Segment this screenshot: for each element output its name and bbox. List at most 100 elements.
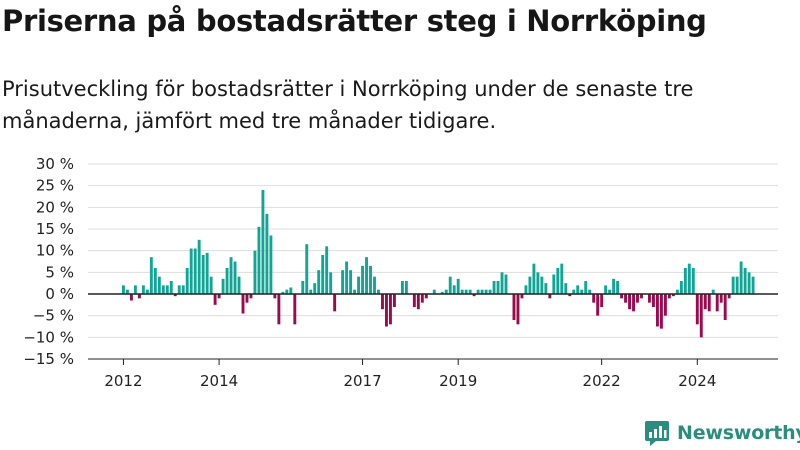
- bar: [632, 294, 635, 312]
- bar: [584, 281, 588, 294]
- bar: [652, 294, 655, 307]
- bar: [385, 294, 388, 327]
- bar: [173, 294, 177, 297]
- bar: [648, 294, 651, 303]
- bar: [137, 294, 141, 299]
- bar-chart: 30 % 25 % 20 % 15 % 10 % 5 % 0 % −5 % −10 % −15 %…: [23, 155, 778, 390]
- bar: [245, 294, 249, 303]
- bar: [576, 285, 580, 294]
- bar: [317, 270, 321, 294]
- bar: [679, 281, 683, 294]
- bar: [357, 276, 361, 294]
- bar: [181, 285, 185, 294]
- bar: [400, 281, 404, 294]
- bar: [663, 294, 667, 316]
- bar: [723, 294, 727, 320]
- bar: [301, 281, 305, 294]
- bar: [687, 263, 691, 294]
- bar: [596, 294, 600, 316]
- bar: [325, 246, 329, 294]
- bar: [265, 213, 269, 294]
- bar: [237, 276, 241, 294]
- bar: [424, 294, 428, 299]
- bar: [528, 276, 532, 294]
- bar: [727, 294, 731, 299]
- bar: [476, 289, 480, 294]
- bar: [504, 274, 508, 294]
- bar: [616, 281, 620, 294]
- bar: [636, 294, 639, 303]
- bar: [620, 294, 624, 299]
- bar: [145, 289, 149, 294]
- bar: [141, 285, 145, 294]
- y-tick-label: 20 %: [36, 198, 74, 216]
- bar: [703, 294, 707, 310]
- bar: [309, 289, 313, 294]
- y-tick-label: −15 %: [23, 350, 74, 368]
- bar: [588, 289, 592, 294]
- bar: [444, 289, 448, 294]
- bar: [189, 248, 193, 294]
- bar: [149, 257, 153, 294]
- y-tick-label: 5 %: [45, 263, 74, 281]
- y-tick-label: 30 %: [36, 155, 74, 173]
- bar: [544, 283, 548, 294]
- bar: [221, 278, 225, 294]
- newsworthy-logo: Newsworthy: [644, 418, 800, 448]
- bar: [129, 294, 133, 301]
- bar: [655, 294, 659, 327]
- bar: [731, 276, 735, 294]
- bar: [209, 276, 213, 294]
- y-tick-label: 25 %: [36, 177, 74, 195]
- bar: [608, 289, 612, 294]
- bar: [388, 294, 392, 325]
- bar: [699, 294, 703, 338]
- bar: [747, 272, 751, 294]
- bar: [448, 276, 452, 294]
- y-tick-label: 10 %: [36, 242, 74, 260]
- bar: [540, 276, 544, 294]
- bar: [468, 289, 472, 294]
- bar: [257, 226, 261, 294]
- bar: [484, 289, 488, 294]
- bar: [420, 294, 424, 303]
- bar: [369, 265, 372, 294]
- bar: [177, 285, 181, 294]
- bar: [373, 276, 376, 294]
- bars: [122, 190, 755, 338]
- bar: [480, 289, 484, 294]
- bar: [675, 289, 679, 294]
- bar: [365, 257, 368, 294]
- bar: [743, 268, 747, 294]
- bar: [345, 261, 349, 294]
- bar: [667, 294, 671, 299]
- bar: [197, 239, 201, 294]
- bar: [568, 294, 572, 297]
- bar: [353, 289, 357, 294]
- bar: [321, 255, 325, 294]
- bar: [201, 255, 205, 294]
- bar: [524, 285, 528, 294]
- bar: [361, 265, 364, 294]
- bar: [683, 268, 687, 294]
- bar: [556, 268, 560, 294]
- bar: [719, 294, 723, 303]
- bar: [253, 250, 257, 294]
- bar: [349, 270, 353, 294]
- bar: [205, 252, 209, 294]
- bar: [711, 289, 715, 294]
- bar: [548, 294, 552, 299]
- bar: [125, 289, 129, 294]
- bar: [516, 294, 520, 325]
- bar: [217, 294, 221, 299]
- labels: 30 % 25 % 20 % 15 % 10 % 5 % 0 % −5 % −10 % −15 %…: [23, 155, 716, 390]
- bar: [432, 289, 436, 294]
- bar: [496, 281, 500, 294]
- x-tick-label: 2022: [583, 372, 621, 390]
- bar: [233, 261, 237, 294]
- bar: [281, 291, 285, 294]
- bar: [580, 289, 584, 294]
- bar: [492, 281, 496, 294]
- x-tick-label: 2014: [200, 372, 238, 390]
- bar: [536, 272, 540, 294]
